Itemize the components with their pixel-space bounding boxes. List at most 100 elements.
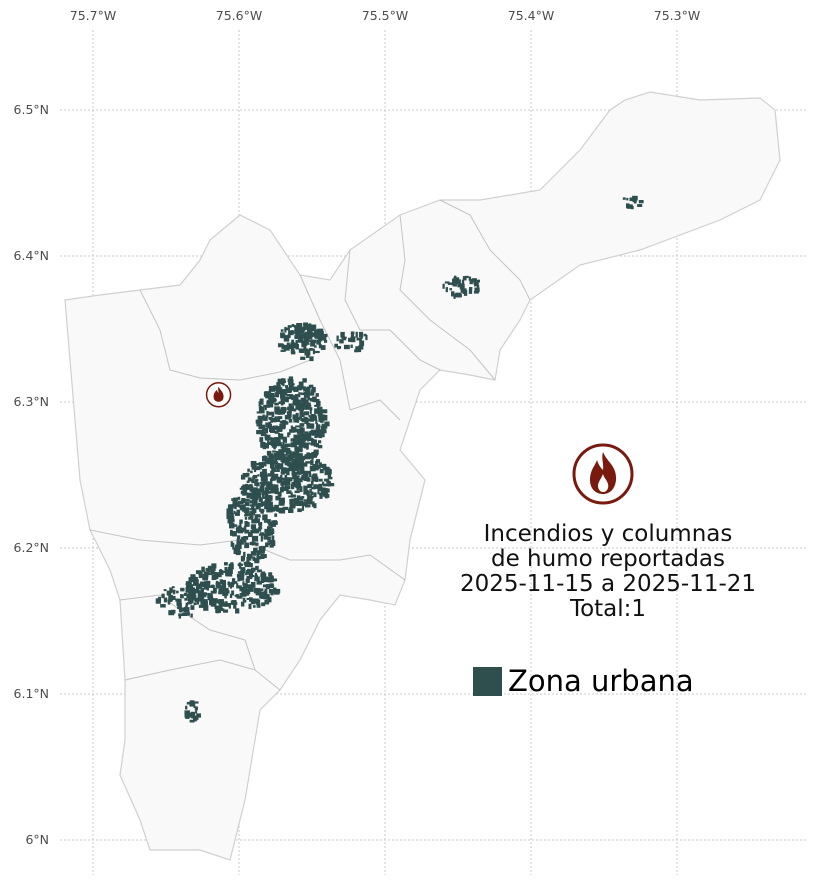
urban-patch	[313, 468, 319, 471]
urban-patch	[249, 587, 253, 590]
urban-patch	[235, 609, 240, 614]
urban-patch	[262, 478, 267, 485]
urban-patch	[263, 576, 269, 583]
urban-patch	[312, 474, 316, 479]
urban-patch	[283, 457, 288, 461]
legend-swatch-urban	[473, 666, 502, 696]
urban-patch	[268, 416, 273, 420]
urban-patch	[314, 335, 320, 339]
urban-patch	[285, 478, 292, 481]
urban-patch	[270, 477, 275, 481]
urban-patch	[260, 578, 265, 584]
urban-patch	[313, 449, 319, 455]
urban-patch	[210, 568, 215, 575]
urban-patch	[298, 464, 301, 469]
urban-patch	[235, 527, 242, 533]
urban-patch	[246, 575, 253, 580]
urban-patch	[237, 535, 241, 540]
urban-patch	[311, 478, 314, 484]
urban-patch	[313, 503, 317, 509]
urban-patch	[253, 547, 258, 553]
urban-patch	[260, 535, 263, 542]
urban-patch	[299, 453, 303, 457]
urban-patch	[268, 588, 275, 594]
urban-patch	[251, 541, 254, 546]
urban-patch	[248, 516, 254, 520]
urban-patch	[285, 470, 289, 474]
urban-patch	[309, 325, 315, 332]
urban-patch	[281, 378, 285, 381]
urban-patch	[265, 593, 270, 598]
urban-patch	[256, 411, 263, 414]
urban-patch	[323, 483, 329, 487]
urban-patch	[319, 468, 324, 474]
urban-patch	[232, 503, 237, 508]
urban-patch	[340, 331, 345, 338]
urban-patch	[267, 542, 271, 546]
urban-patch	[251, 519, 257, 524]
urban-patch	[293, 442, 298, 447]
urban-patch	[313, 439, 318, 444]
urban-patch	[252, 501, 258, 506]
urban-patch	[301, 442, 306, 446]
urban-patch	[258, 546, 262, 552]
urban-patch	[259, 509, 265, 512]
urban-patch	[274, 408, 281, 415]
urban-patch	[280, 402, 284, 406]
urban-patch	[239, 519, 243, 524]
urban-patch	[236, 509, 241, 513]
urban-patch	[304, 431, 309, 436]
urban-patch	[298, 459, 304, 464]
urban-patch	[239, 566, 242, 569]
urban-patch	[263, 443, 270, 449]
urban-patch	[314, 416, 318, 421]
urban-patch	[293, 408, 297, 412]
urban-patch	[271, 521, 275, 526]
urban-patch	[263, 462, 267, 467]
urban-patch	[328, 476, 333, 480]
urban-patch	[324, 421, 330, 427]
urban-patch	[176, 590, 179, 594]
urban-patch	[244, 529, 250, 534]
urban-patch	[252, 529, 257, 534]
urban-patch	[255, 478, 259, 482]
urban-patch	[322, 409, 328, 414]
urban-patch	[286, 388, 291, 394]
urban-patch	[263, 391, 270, 397]
urban-patch	[224, 566, 228, 572]
urban-patch	[231, 498, 238, 501]
urban-patch	[247, 477, 252, 482]
urban-patch	[311, 342, 315, 345]
urban-patch	[267, 536, 271, 541]
urban-patch	[318, 440, 322, 444]
urban-patch	[469, 278, 473, 285]
urban-patch	[298, 329, 304, 334]
urban-patch	[270, 488, 277, 494]
urban-patch	[299, 437, 305, 443]
urban-patch	[280, 467, 287, 474]
urban-patch	[269, 576, 274, 583]
urban-patch	[299, 464, 304, 470]
urban-patch	[327, 473, 332, 479]
urban-patch	[216, 608, 220, 614]
urban-patch	[227, 504, 232, 511]
fire-icon[interactable]	[205, 381, 232, 408]
urban-patch	[243, 583, 248, 589]
urban-patch	[228, 582, 234, 588]
urban-patch	[170, 609, 176, 614]
urban-patch	[269, 394, 272, 401]
urban-patch	[211, 574, 216, 580]
urban-patch	[226, 602, 231, 607]
urban-patch	[308, 347, 313, 351]
urban-patch	[302, 378, 307, 383]
urban-patch	[266, 413, 271, 416]
title-fire-icon	[572, 443, 634, 505]
urban-patch	[246, 494, 252, 499]
urban-patch	[273, 443, 276, 450]
urban-patch	[209, 599, 212, 606]
urban-patch	[282, 380, 287, 383]
urban-patch	[227, 581, 230, 586]
urban-patch	[266, 423, 272, 429]
urban-patch	[444, 281, 450, 284]
urban-patch	[285, 485, 291, 490]
